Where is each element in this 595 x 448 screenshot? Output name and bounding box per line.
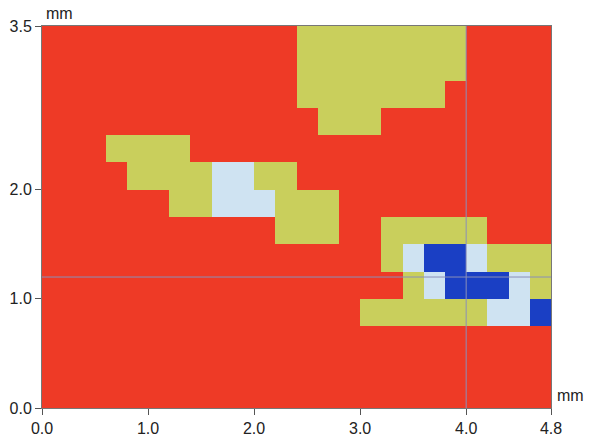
svg-text:3.5: 3.5 (10, 18, 32, 35)
svg-text:1.0: 1.0 (10, 290, 32, 307)
svg-text:mm: mm (557, 387, 584, 404)
svg-text:3.0: 3.0 (349, 420, 371, 437)
svg-text:4.0: 4.0 (455, 420, 477, 437)
svg-text:4.8: 4.8 (540, 420, 562, 437)
svg-text:1.0: 1.0 (137, 420, 159, 437)
svg-text:2.0: 2.0 (243, 420, 265, 437)
svg-text:0.0: 0.0 (31, 420, 53, 437)
svg-text:mm: mm (46, 5, 73, 22)
svg-text:2.0: 2.0 (10, 181, 32, 198)
svg-text:0.0: 0.0 (10, 400, 32, 417)
